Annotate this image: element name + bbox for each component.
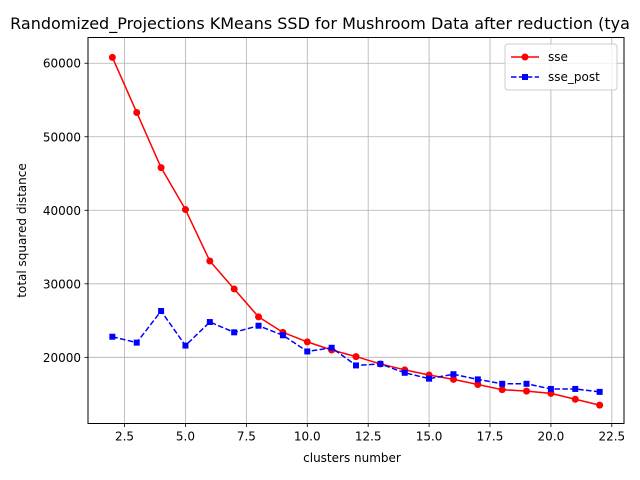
data-point-sse-post (596, 388, 603, 395)
data-point-sse (352, 353, 360, 361)
data-point-sse (206, 257, 214, 265)
data-point-sse-post (158, 308, 165, 315)
data-point-sse-post (133, 339, 140, 346)
legend-marker-sse-post (522, 74, 528, 80)
series-layer (108, 53, 604, 409)
data-point-sse-post (206, 319, 213, 326)
data-point-sse-post (328, 344, 335, 351)
y-tick-label: 50000 (43, 130, 81, 144)
y-axis-label: total squared distance (15, 163, 29, 297)
data-point-sse (157, 164, 165, 172)
x-tick-label: 20.0 (538, 430, 565, 444)
data-point-sse-post (474, 376, 481, 383)
data-point-sse-post (109, 333, 116, 340)
x-axis-ticks: 2.5 5.0 7.5 10.0 12.5 15.0 17.5 20.0 22.5 (115, 423, 625, 444)
data-point-sse (255, 313, 263, 321)
data-point-sse-post (231, 329, 238, 336)
data-point-sse-post (279, 332, 286, 339)
y-tick-label: 30000 (43, 277, 81, 291)
chart-title: Randomized_Projections KMeans SSD for Mu… (10, 14, 630, 34)
data-point-sse (571, 395, 579, 403)
data-point-sse-post (353, 362, 359, 369)
series-sse (108, 53, 604, 409)
legend-box (504, 43, 618, 91)
data-point-sse-post (572, 385, 579, 392)
data-point-sse (523, 387, 531, 395)
data-point-sse-post (450, 371, 457, 378)
data-point-sse (108, 53, 116, 61)
data-point-sse-post (255, 322, 262, 329)
data-point-sse-post (547, 385, 554, 392)
data-point-sse-post (182, 342, 189, 349)
x-tick-label: 2.5 (115, 430, 134, 444)
data-point-sse (596, 401, 604, 409)
legend-label-sse: sse (548, 50, 568, 64)
x-tick-label: 15.0 (416, 430, 443, 444)
x-tick-label: 12.5 (355, 430, 382, 444)
axes-frame (87, 37, 625, 424)
legend-marker-sse (521, 53, 529, 61)
y-tick-label: 40000 (43, 204, 81, 218)
data-point-sse-post (426, 375, 433, 382)
x-tick-label: 22.5 (598, 430, 625, 444)
x-tick-label: 10.0 (294, 430, 321, 444)
y-tick-label: 20000 (43, 351, 81, 365)
x-axis-label: clusters number (303, 451, 401, 465)
legend-label-sse-post: sse_post (548, 70, 600, 84)
data-point-sse (230, 285, 238, 293)
data-point-sse-post (401, 369, 408, 376)
y-tick-label: 60000 (43, 57, 81, 71)
data-point-sse (474, 381, 482, 389)
series-sse-post (109, 308, 603, 395)
data-point-sse-post (377, 360, 384, 367)
data-point-sse (498, 386, 506, 394)
legend: sse sse_post (504, 43, 618, 91)
data-point-sse (449, 375, 457, 383)
data-point-sse-post (523, 380, 530, 387)
data-point-sse-post (499, 380, 506, 387)
data-point-sse (303, 338, 311, 346)
x-tick-label: 5.0 (176, 430, 195, 444)
data-point-sse (181, 206, 189, 214)
x-tick-label: 17.5 (477, 430, 504, 444)
data-point-sse-post (304, 348, 311, 355)
data-point-sse (133, 108, 141, 116)
x-tick-label: 7.5 (237, 430, 256, 444)
y-axis-ticks: 20000 30000 40000 50000 60000 (43, 57, 88, 365)
